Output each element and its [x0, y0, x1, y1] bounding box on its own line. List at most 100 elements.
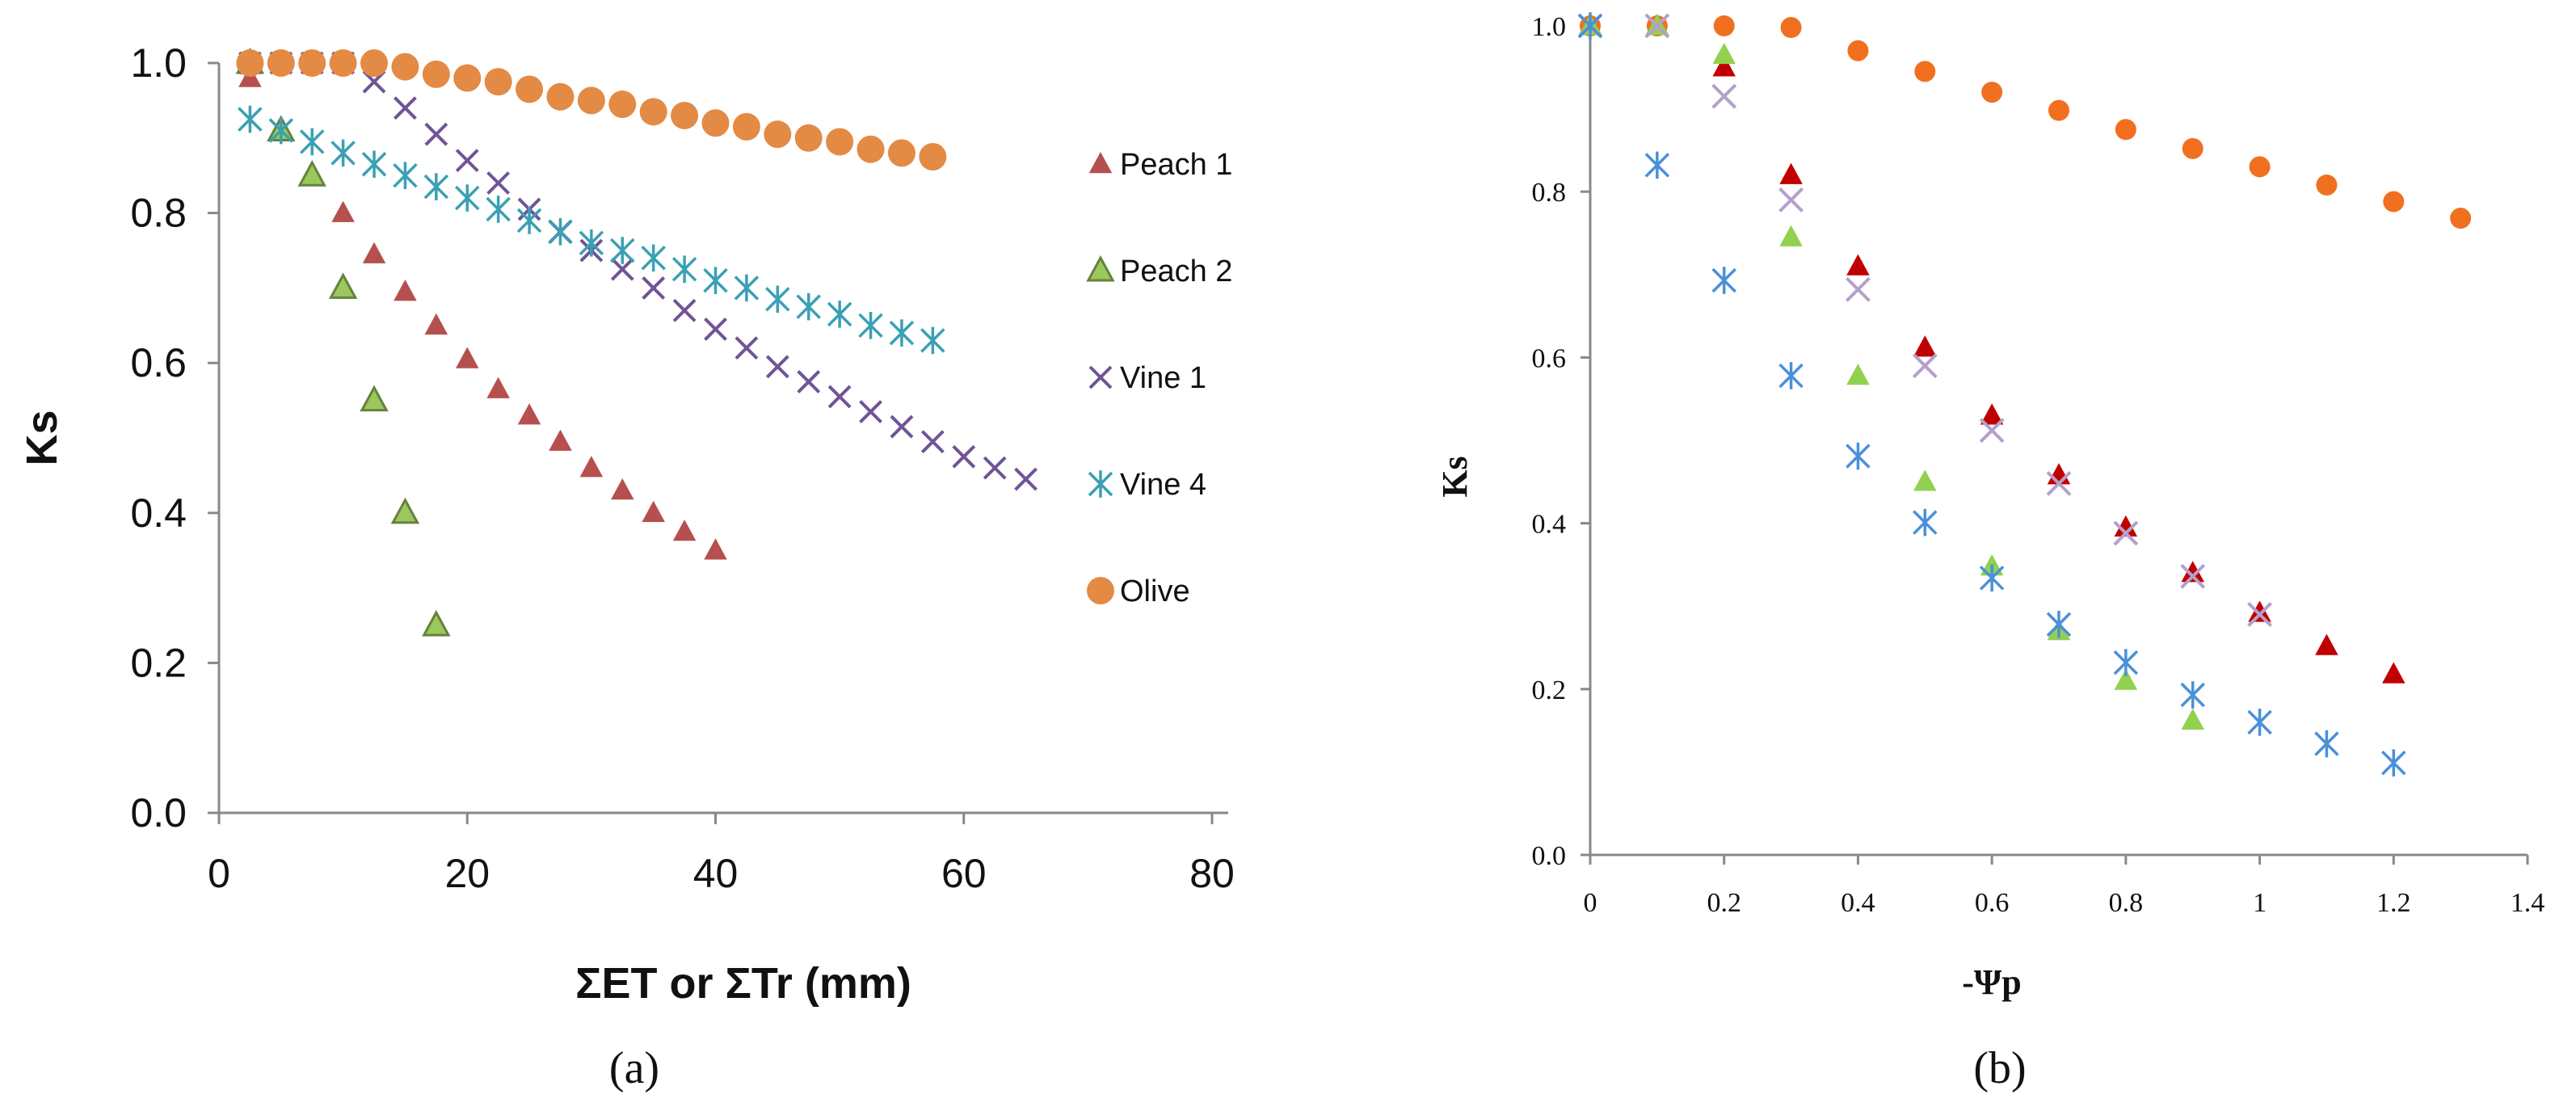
panel-a-point-peach-1 — [672, 520, 697, 541]
panel-a-point-vine-4 — [734, 274, 760, 302]
panel-b-ytick-label: 0.8 — [1532, 178, 1567, 208]
panel-a-point-olive — [701, 109, 730, 137]
panel-b-point-peach-1 — [1779, 162, 1803, 184]
panel-a-point-vine-1 — [859, 400, 882, 423]
panel-b-point-olive — [2115, 119, 2136, 141]
panel-a-point-vine-4 — [548, 218, 573, 246]
panel-a-xtick-label: 20 — [444, 851, 490, 896]
panel-a-point-vine-4 — [455, 184, 480, 212]
panel-a-point-olive — [857, 135, 885, 163]
legend-label: Peach 1 — [1120, 148, 1232, 182]
panel-b-caption: (b) — [1973, 1043, 2026, 1093]
legend-marker-peach-1 — [1088, 152, 1113, 174]
panel-a-point-olive — [298, 49, 326, 77]
panel-b-point-vine-1 — [2046, 470, 2072, 496]
panel-b-point-vine-1 — [2113, 520, 2139, 546]
panel-b-point-vine-4 — [1846, 442, 1871, 470]
panel-b-point-peach-2 — [1779, 225, 1803, 246]
panel-a-point-vine-1 — [672, 298, 697, 322]
panel-a-ytick-label: 0.2 — [130, 640, 187, 685]
panel-a-point-vine-4 — [827, 301, 852, 328]
panel-b-xtick-label: 1.2 — [2376, 888, 2411, 918]
panel-b-point-vine-1 — [1644, 13, 1670, 39]
panel-a-legend-item: Vine 4 — [1088, 468, 1206, 502]
panel-a-point-olive — [422, 60, 450, 88]
panel-b-point-peach-1 — [1846, 254, 1870, 276]
panel-a-point-vine-4 — [765, 285, 790, 314]
panel-a-point-vine-1 — [920, 430, 945, 454]
panel-a-ytick-label: 0.4 — [130, 490, 187, 536]
panel-b-ytick-label: 0.0 — [1532, 841, 1567, 871]
panel-a-point-vine-4 — [516, 207, 542, 234]
panel-a-point-vine-1 — [890, 415, 914, 439]
panel-a-point-vine-4 — [393, 162, 418, 189]
chart-panel-a: Ks ΣET or ΣTr (mm) (a) 0.0 0.2 0.4 0.6 0.8 1.… — [18, 40, 1235, 1093]
panel-b-point-olive — [2048, 99, 2069, 121]
panel-b-point-peach-1 — [2315, 633, 2338, 655]
panel-a-point-vine-4 — [361, 150, 387, 179]
panel-b-xtick-label: 0.4 — [1841, 888, 1875, 918]
panel-b-ylabel: Ks — [1435, 456, 1475, 497]
panel-a-point-vine-4 — [330, 139, 356, 167]
panel-a-xtick-label: 40 — [693, 851, 739, 896]
panel-a-point-vine-1 — [983, 456, 1007, 480]
panel-a-point-vine-4 — [671, 255, 697, 283]
panel-a-xlabel: ΣET or ΣTr (mm) — [575, 959, 911, 1008]
panel-b-point-olive — [1780, 17, 1802, 39]
panel-b-point-vine-4 — [2180, 681, 2205, 709]
panel-b-point-olive — [2182, 137, 2203, 159]
legend-label: Peach 2 — [1120, 255, 1232, 288]
panel-b-point-peach-2 — [1712, 42, 1736, 65]
panel-a-point-vine-4 — [641, 244, 666, 272]
panel-b-xtick-label: 0 — [1584, 888, 1597, 918]
panel-b-point-peach-1 — [1980, 403, 2004, 425]
panel-b-point-peach-1 — [2248, 600, 2271, 622]
panel-b-point-peach-2 — [2114, 668, 2138, 690]
panel-b-point-olive — [1981, 82, 2003, 103]
panel-a-point-peach-1 — [456, 347, 479, 368]
panel-a-xtick-label: 80 — [1189, 851, 1235, 896]
panel-a-ytick-label: 1.0 — [130, 40, 187, 86]
legend-label: Vine 1 — [1120, 361, 1206, 395]
panel-b-point-vine-1 — [2180, 563, 2206, 589]
panel-b-point-vine-1 — [2247, 602, 2272, 627]
panel-a-point-peach-1 — [642, 500, 665, 523]
panel-a-point-peach-2 — [390, 497, 420, 524]
panel-a-point-olive — [794, 124, 823, 152]
panel-b-ytick-label: 0.6 — [1532, 343, 1567, 373]
legend-label: Vine 4 — [1120, 468, 1206, 502]
panel-b-point-vine-4 — [2113, 649, 2139, 676]
panel-a-point-vine-1 — [704, 318, 727, 341]
panel-b-xtick-label: 1 — [2253, 888, 2267, 918]
panel-a-point-peach-1 — [579, 456, 604, 478]
panel-a-point-peach-2 — [297, 160, 326, 187]
panel-b-point-olive — [2383, 191, 2405, 213]
panel-b-xtick-label: 0.6 — [1975, 888, 2010, 918]
panel-a-point-olive — [608, 90, 637, 119]
legend-label: Olive — [1120, 575, 1190, 608]
panel-b-ytick-label: 1.0 — [1532, 12, 1567, 42]
panel-b-point-vine-4 — [2046, 610, 2072, 638]
panel-a-point-peach-1 — [486, 377, 510, 398]
panel-b-point-vine-4 — [2247, 709, 2272, 736]
panel-a-point-olive — [671, 101, 699, 129]
panel-b-point-vine-1 — [1846, 276, 1871, 302]
panel-a-point-olive — [236, 49, 264, 77]
panel-a-point-vine-4 — [268, 116, 294, 145]
panel-a-ylabel: Ks — [18, 410, 66, 465]
panel-b-point-peach-1 — [2382, 662, 2406, 684]
panel-b-point-olive — [2316, 174, 2338, 196]
panel-b-point-vine-4 — [1577, 12, 1603, 40]
panel-a-ytick-label: 0.0 — [130, 790, 187, 836]
panel-a-point-peach-1 — [517, 403, 541, 425]
panel-a-point-vine-1 — [642, 276, 666, 300]
panel-a-point-olive — [639, 98, 667, 126]
panel-b-ytick-label: 0.4 — [1532, 510, 1567, 540]
panel-a-legend-item: Peach 1 — [1088, 148, 1232, 182]
panel-a-legend-item: Olive — [1087, 575, 1190, 608]
panel-b-point-vine-1 — [1711, 83, 1737, 109]
panel-a-ytick-label: 0.6 — [130, 340, 187, 385]
panel-a-point-peach-1 — [704, 538, 727, 560]
panel-a-point-vine-1 — [797, 369, 821, 394]
